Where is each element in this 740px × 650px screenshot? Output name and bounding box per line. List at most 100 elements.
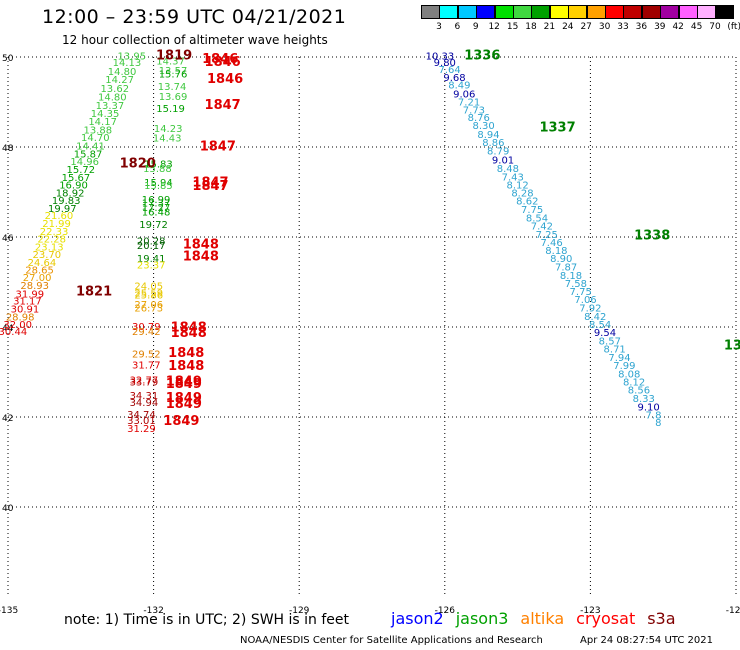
wave-height-value: 18.92	[56, 189, 85, 200]
wave-height-value: 14.70	[81, 133, 110, 144]
wave-height-value: 15.76	[159, 69, 188, 80]
wave-height-value: 15.88	[143, 164, 172, 175]
wave-height-value: 8.30	[472, 121, 494, 132]
wave-height-value: 14.17	[88, 117, 117, 128]
wave-height-value: 34.74	[127, 410, 156, 421]
wave-height-value: 7.42	[531, 221, 553, 232]
wave-height-value: 29.52	[132, 350, 161, 361]
lat-tick-label: 50	[2, 54, 14, 64]
pass-time-label: 1848	[183, 237, 219, 252]
wave-height-value: 7.8	[646, 410, 662, 421]
pass-time-label: 1820	[120, 156, 156, 171]
wave-height-value: 14.43	[153, 134, 182, 145]
wave-height-value: 31.99	[16, 289, 45, 300]
wave-height-value: 7.06	[574, 295, 596, 306]
wave-height-value: 23.70	[33, 250, 62, 261]
wave-height-value: 28.98	[6, 312, 35, 323]
pass-time-label: 1847	[192, 176, 228, 191]
wave-height-value: 9.06	[453, 90, 475, 101]
wave-height-value: 13.62	[100, 84, 129, 95]
wave-height-value: 7.92	[579, 304, 601, 315]
wave-height-value: 13.57	[159, 66, 188, 77]
lat-tick-label: 46	[2, 234, 14, 244]
wave-height-value: 8.86	[482, 138, 504, 149]
pass-time-label: 1847	[192, 179, 228, 194]
wave-height-value: 31.17	[13, 297, 42, 308]
lat-tick-label: 44	[2, 324, 14, 334]
wave-height-value: 26.73	[134, 303, 163, 314]
wave-height-value: 8.71	[604, 345, 626, 356]
wave-height-value: 14.23	[154, 124, 183, 135]
pass-time-label: 1337	[539, 120, 575, 135]
wave-height-value: 32.00	[3, 320, 32, 331]
color-scale-tick: 6	[454, 22, 461, 32]
legend-entry-jason2: jason2	[391, 609, 444, 628]
wave-height-value: 27.06	[134, 300, 163, 311]
color-scale-tick: 30	[598, 22, 611, 32]
color-scale-tick: 3	[436, 22, 442, 32]
pass-time-label: 1848	[168, 346, 204, 361]
lon-tick-label: -126	[435, 606, 456, 616]
wave-height-value: 17.27	[142, 203, 171, 214]
wave-height-value: 19.97	[48, 204, 77, 215]
map-title: 12:00 – 23:59 UTC 04/21/2021	[42, 6, 347, 28]
wave-height-value: 7.58	[565, 279, 587, 290]
pass-time-label: 1848	[171, 326, 207, 341]
wave-height-value: 8.76	[468, 113, 490, 124]
generated-timestamp: Apr 24 08:27:54 UTC 2021	[580, 635, 713, 646]
wave-height-value: 14.27	[105, 75, 134, 86]
wave-height-value: 9.54	[594, 328, 616, 339]
pass-time-label: 1847	[205, 98, 241, 113]
wave-height-value: 7.64	[439, 65, 461, 76]
wave-height-value: 22.28	[37, 234, 66, 245]
wave-height-value: 24.05	[134, 282, 163, 293]
pass-time-label: 1848	[171, 321, 207, 336]
wave-height-value: 16.48	[142, 207, 171, 218]
legend-entry-cryosat: cryosat	[576, 609, 636, 628]
map-subtitle: 12 hour collection of altimeter wave hei…	[62, 33, 328, 47]
wave-height-value: 15.85	[144, 181, 173, 192]
wave-height-value: 30.44	[0, 327, 27, 338]
axis-labels: -135 -132 -129 -126 -123 -120 50 48 46 44 42 40	[0, 54, 740, 616]
wave-height-value: 13.69	[159, 92, 188, 103]
wave-height-value: 7.99	[613, 361, 635, 372]
wave-height-value: 27.00	[23, 273, 52, 284]
wave-height-value: 7.75	[570, 287, 592, 298]
pass-time-label: 1338	[634, 228, 670, 243]
lon-tick-label: -123	[580, 606, 600, 616]
wave-height-value: 8.12	[623, 378, 645, 389]
pass-time-label: 1848	[183, 249, 219, 264]
wave-height-value: 29.42	[132, 327, 161, 338]
wave-height-value: 10.33	[426, 51, 455, 62]
wave-height-value: 22.33	[40, 227, 69, 238]
wave-height-value: 7.73	[463, 105, 485, 116]
units-note: note: 1) Time is in UTC; 2) SWH is in fe…	[64, 612, 350, 628]
legend-entry-altika: altika	[520, 609, 565, 628]
wave-height-value: 19.83	[52, 196, 81, 207]
wave-height-value: 7.25	[536, 230, 558, 241]
wave-height-value: 7.75	[521, 205, 543, 216]
legend-entry-jason3: jason3	[455, 609, 509, 628]
wave-height-value: 15.19	[156, 104, 185, 115]
wave-height-value: 8.42	[584, 312, 606, 323]
lon-tick-label: -129	[289, 606, 310, 616]
wave-height-value: 34.31	[130, 391, 159, 402]
pass-time-label: 1339	[724, 339, 740, 354]
wave-height-value: 8.08	[618, 369, 640, 380]
pass-time-label: 1847	[200, 140, 236, 155]
color-scale-tick: 36	[635, 22, 648, 32]
color-scale-tick: 24	[562, 22, 574, 32]
wave-height-points: 10.339.807.649.688.499.067.217.738.768.3…	[0, 51, 662, 435]
legend-entry-s3a: s3a	[647, 609, 676, 628]
wave-height-value: 7.21	[458, 98, 480, 109]
wave-height-value: 9.10	[638, 402, 660, 413]
credit-line: NOAA/NESDIS Center for Satellite Applica…	[240, 635, 543, 646]
wave-height-value: 21.60	[45, 211, 74, 222]
color-scale-unit: (ft)	[727, 22, 740, 32]
wave-height-value: 8.62	[516, 197, 538, 208]
wave-height-value: 20.17	[137, 241, 166, 252]
wave-height-value: 9.01	[492, 156, 514, 167]
wave-height-value: 20.28	[137, 237, 166, 248]
color-scale-tick: 9	[472, 22, 479, 32]
